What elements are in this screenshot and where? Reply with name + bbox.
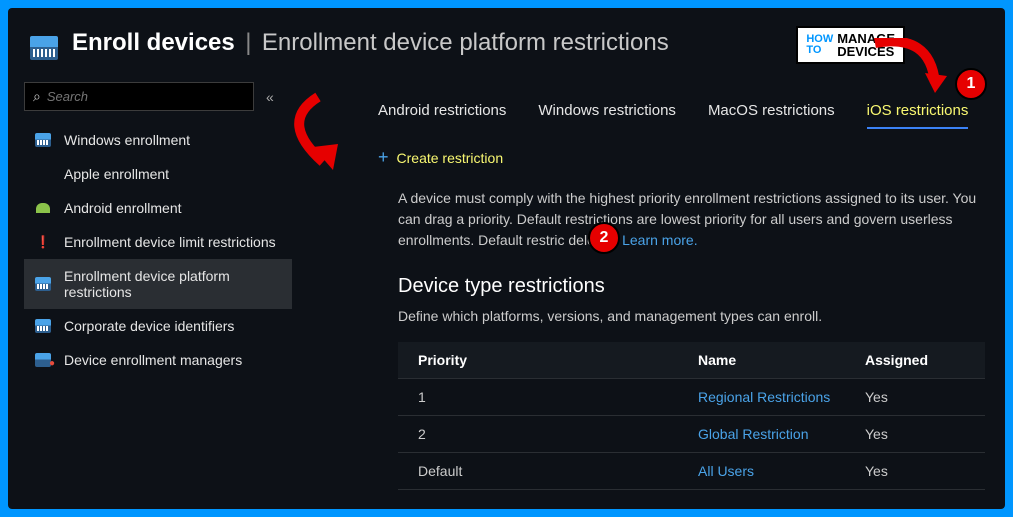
platform-icon [34,276,52,292]
sidebar-item-label: Apple enrollment [64,166,169,182]
tab-android[interactable]: Android restrictions [378,102,506,129]
sidebar-item-enrollment-managers[interactable]: Device enrollment managers [24,343,292,377]
search-input[interactable] [47,89,245,104]
sidebar-item-label: Android enrollment [64,200,182,216]
collapse-sidebar-icon[interactable]: « [266,89,274,105]
cell-priority: 2 [418,426,698,442]
limit-icon [34,234,52,250]
managers-icon [34,352,52,368]
plus-icon: + [378,147,389,168]
table-row[interactable]: 1 Regional Restrictions Yes [398,379,985,416]
sidebar-item-label: Device enrollment managers [64,352,242,368]
restriction-link[interactable]: All Users [698,463,754,479]
windows-icon [34,132,52,148]
enroll-icon [30,36,58,60]
sidebar-item-corp-identifiers[interactable]: Corporate device identifiers [24,309,292,343]
page-title: Enroll devices [72,29,235,56]
create-button-label: Create restriction [397,150,504,166]
description-text: A device must comply with the highest pr… [398,188,985,251]
restrictions-table: Priority Name Assigned 1 Regional Restri… [398,342,985,490]
sidebar: ⌕ « Windows enrollment Apple enrollment … [8,82,308,490]
sidebar-item-windows-enrollment[interactable]: Windows enrollment [24,123,292,157]
sidebar-item-label: Enrollment device limit restrictions [64,234,276,250]
apple-icon [34,166,52,182]
cell-assigned: Yes [865,463,965,479]
cell-assigned: Yes [865,389,965,405]
tab-windows[interactable]: Windows restrictions [538,102,676,129]
col-priority: Priority [418,352,698,368]
section-title: Device type restrictions [398,275,1005,298]
restriction-link[interactable]: Global Restriction [698,426,809,442]
sidebar-item-android-enrollment[interactable]: Android enrollment [24,191,292,225]
identifiers-icon [34,318,52,334]
cell-priority: Default [418,463,698,479]
sidebar-item-device-limit[interactable]: Enrollment device limit restrictions [24,225,292,259]
search-icon: ⌕ [33,88,41,105]
col-name: Name [698,352,865,368]
col-assigned: Assigned [865,352,965,368]
sidebar-item-label: Windows enrollment [64,132,190,148]
annotation-badge-1: 1 [955,68,987,100]
table-row[interactable]: Default All Users Yes [398,453,985,490]
table-header: Priority Name Assigned [398,342,985,379]
learn-more-link[interactable]: Learn more. [622,232,697,248]
search-box[interactable]: ⌕ [24,82,254,111]
cell-assigned: Yes [865,426,965,442]
title-separator: | [239,29,257,56]
android-icon [34,200,52,216]
sidebar-item-label: Corporate device identifiers [64,318,234,334]
annotation-arrow-2 [278,92,368,177]
restriction-link[interactable]: Regional Restrictions [698,389,830,405]
sidebar-item-platform-restrictions[interactable]: Enrollment device platform restrictions [24,259,292,309]
create-restriction-button[interactable]: + Create restriction [378,147,1005,168]
annotation-arrow-1 [865,38,955,98]
cell-priority: 1 [418,389,698,405]
page-subtitle: Enrollment device platform restrictions [262,29,669,56]
tab-macos[interactable]: MacOS restrictions [708,102,835,129]
tab-bar: Android restrictions Windows restriction… [378,102,1005,129]
table-row[interactable]: 2 Global Restriction Yes [398,416,985,453]
main-content: 2 Android restrictions Windows restricti… [308,82,1005,490]
section-subtitle: Define which platforms, versions, and ma… [398,308,1005,324]
tab-ios[interactable]: iOS restrictions [867,102,969,129]
annotation-badge-2: 2 [588,222,620,254]
sidebar-item-apple-enrollment[interactable]: Apple enrollment [24,157,292,191]
sidebar-item-label: Enrollment device platform restrictions [64,268,282,300]
